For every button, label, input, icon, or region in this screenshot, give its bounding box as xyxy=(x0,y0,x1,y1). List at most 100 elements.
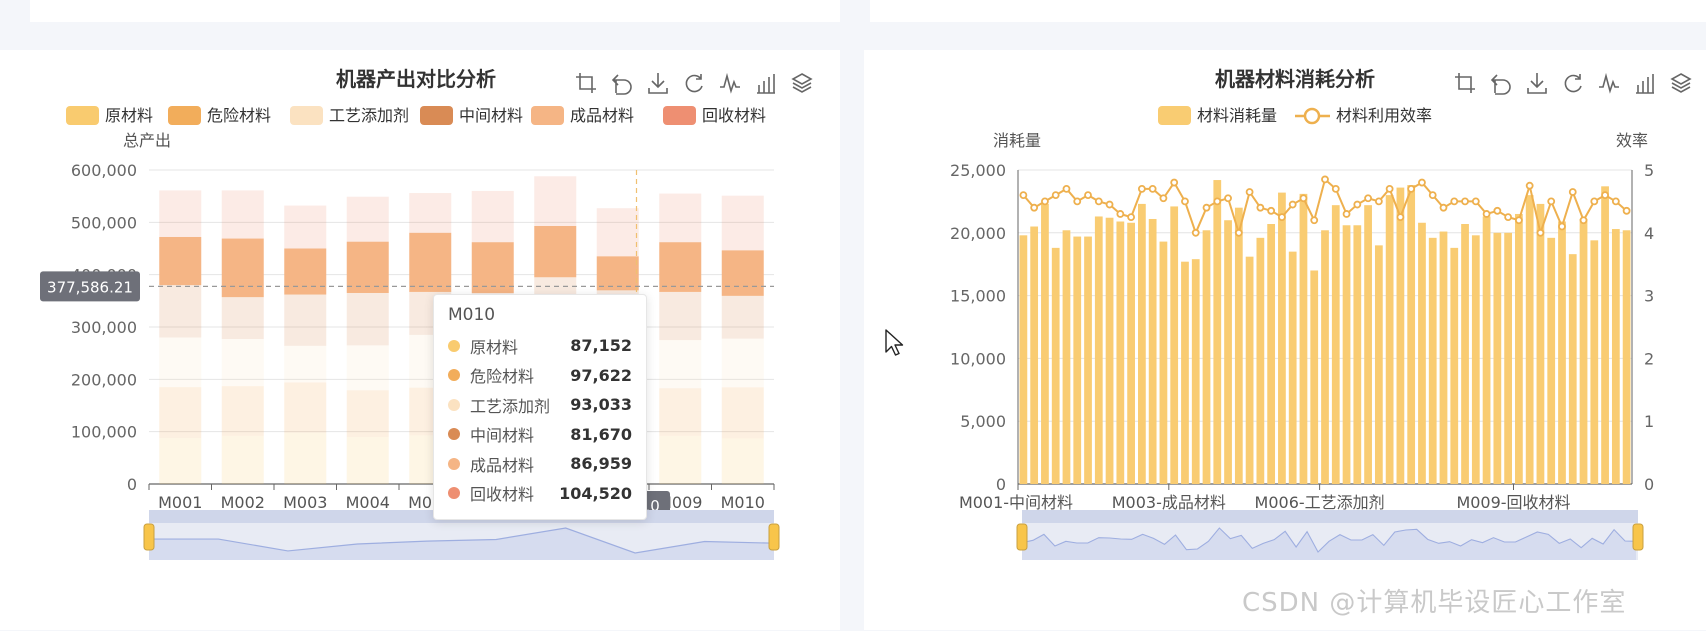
restore-icon[interactable] xyxy=(685,74,703,93)
consumption-bar[interactable] xyxy=(1116,221,1125,484)
efficiency-point[interactable] xyxy=(1547,197,1556,206)
efficiency-point[interactable] xyxy=(1461,197,1469,206)
bar-segment[interactable] xyxy=(659,242,702,292)
bar-segment[interactable] xyxy=(284,294,327,346)
efficiency-point[interactable] xyxy=(1245,188,1254,196)
bar-segment[interactable] xyxy=(159,236,202,286)
efficiency-point[interactable] xyxy=(1170,178,1179,187)
consumption-bar[interactable] xyxy=(1299,193,1308,484)
consumption-bar[interactable] xyxy=(1170,206,1179,484)
consumption-bar[interactable] xyxy=(1590,240,1599,484)
legend-item[interactable]: 原材料 xyxy=(66,106,153,125)
bar-segment[interactable] xyxy=(659,291,702,341)
efficiency-point[interactable] xyxy=(1439,203,1448,212)
consumption-bar[interactable] xyxy=(1245,256,1254,484)
efficiency-point[interactable] xyxy=(1073,197,1082,206)
efficiency-point[interactable] xyxy=(1310,216,1319,225)
efficiency-point[interactable] xyxy=(1202,203,1211,212)
efficiency-point[interactable] xyxy=(1051,191,1060,200)
efficiency-point[interactable] xyxy=(1396,213,1405,222)
bar-segment[interactable] xyxy=(534,176,577,226)
consumption-bar[interactable] xyxy=(1105,217,1114,484)
efficiency-point[interactable] xyxy=(1590,197,1599,206)
consumption-bar[interactable] xyxy=(1321,230,1329,484)
efficiency-point[interactable] xyxy=(1137,184,1146,193)
legend-item[interactable]: 工艺添加剂 xyxy=(290,106,409,125)
efficiency-point[interactable] xyxy=(1418,178,1426,187)
efficiency-point[interactable] xyxy=(1278,213,1286,222)
efficiency-point[interactable] xyxy=(1504,213,1513,222)
consumption-bar[interactable] xyxy=(1084,236,1092,484)
efficiency-point[interactable] xyxy=(1428,191,1437,200)
consumption-bar[interactable] xyxy=(1342,225,1351,484)
legend-item[interactable]: 材料利用效率 xyxy=(1295,106,1432,125)
consumption-bar[interactable] xyxy=(1428,237,1437,484)
bar-segment[interactable] xyxy=(221,386,264,436)
consumption-bar[interactable] xyxy=(1385,195,1394,484)
bar-switch-icon[interactable] xyxy=(757,74,775,94)
efficiency-point[interactable] xyxy=(1299,194,1308,203)
efficiency-point[interactable] xyxy=(1471,197,1480,206)
consumption-bar[interactable] xyxy=(1493,232,1502,484)
consumption-bar[interactable] xyxy=(1062,230,1071,484)
consumption-bar[interactable] xyxy=(1364,205,1372,484)
consumption-bar[interactable] xyxy=(1515,213,1523,484)
consumption-bar[interactable] xyxy=(1224,220,1232,485)
consumption-bar[interactable] xyxy=(1278,192,1286,484)
bar-segment[interactable] xyxy=(721,387,764,439)
consumption-bar[interactable] xyxy=(1159,241,1168,484)
bar-segment[interactable] xyxy=(659,340,702,389)
efficiency-point[interactable] xyxy=(1127,213,1136,222)
consumption-bar[interactable] xyxy=(1030,226,1039,484)
efficiency-point[interactable] xyxy=(1041,197,1049,206)
consumption-bar[interactable] xyxy=(1256,237,1265,484)
efficiency-point[interactable] xyxy=(1191,228,1200,237)
bar-segment[interactable] xyxy=(221,435,264,484)
consumption-bar[interactable] xyxy=(1439,231,1448,484)
bar-segment[interactable] xyxy=(284,345,327,383)
efficiency-point[interactable] xyxy=(1234,228,1243,237)
bar-segment[interactable] xyxy=(471,190,514,243)
bar-segment[interactable] xyxy=(221,190,264,239)
bar-segment[interactable] xyxy=(346,345,389,391)
bar-segment[interactable] xyxy=(221,297,264,340)
consumption-bar[interactable] xyxy=(1019,235,1028,484)
bar-segment[interactable] xyxy=(284,432,327,484)
bar-segment[interactable] xyxy=(346,241,389,293)
consumption-bar[interactable] xyxy=(1041,203,1049,485)
bar-segment[interactable] xyxy=(221,238,264,298)
legend-item[interactable]: 回收材料 xyxy=(663,106,766,125)
efficiency-point[interactable] xyxy=(1579,216,1588,225)
consumption-bar[interactable] xyxy=(1213,180,1222,484)
efficiency-point[interactable] xyxy=(1148,184,1157,193)
efficiency-point[interactable] xyxy=(1407,184,1416,193)
efficiency-point[interactable] xyxy=(1353,200,1362,209)
zoom-reset-icon[interactable] xyxy=(1490,74,1511,95)
efficiency-point[interactable] xyxy=(1213,197,1222,206)
consumption-bar[interactable] xyxy=(1234,207,1243,484)
efficiency-point[interactable] xyxy=(1256,203,1265,212)
efficiency-point[interactable] xyxy=(1342,210,1351,218)
consumption-bar[interactable] xyxy=(1418,222,1426,484)
efficiency-point[interactable] xyxy=(1364,194,1372,203)
consumption-bar[interactable] xyxy=(1202,230,1211,484)
slider-handle[interactable] xyxy=(1016,523,1028,551)
bar-segment[interactable] xyxy=(221,339,264,387)
slider-handle[interactable] xyxy=(1632,523,1644,551)
efficiency-point[interactable] xyxy=(1331,184,1340,193)
consumption-bar[interactable] xyxy=(1525,195,1534,484)
consumption-bar[interactable] xyxy=(1407,185,1416,484)
efficiency-point[interactable] xyxy=(1288,200,1297,209)
bar-segment[interactable] xyxy=(159,437,202,484)
legend-item[interactable]: 中间材料 xyxy=(420,106,523,125)
consumption-bar[interactable] xyxy=(1310,270,1319,484)
bar-segment[interactable] xyxy=(159,190,202,237)
efficiency-point[interactable] xyxy=(1568,188,1577,196)
efficiency-point[interactable] xyxy=(1321,175,1329,184)
efficiency-point[interactable] xyxy=(1514,216,1523,225)
consumption-bar[interactable] xyxy=(1482,216,1491,485)
efficiency-point[interactable] xyxy=(1622,206,1631,215)
bar-segment[interactable] xyxy=(346,196,389,242)
efficiency-point[interactable] xyxy=(1105,200,1114,209)
bar-segment[interactable] xyxy=(596,256,639,291)
